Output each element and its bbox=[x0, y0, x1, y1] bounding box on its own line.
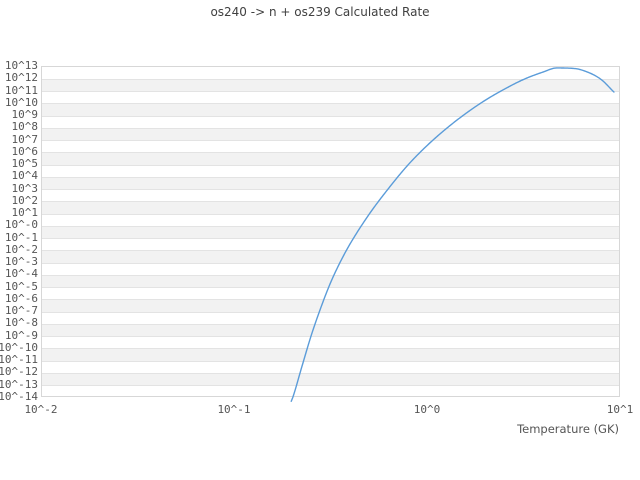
y-tick-label: 10^-0 bbox=[4, 218, 38, 232]
x-axis-title: Temperature (GK) bbox=[517, 422, 619, 436]
y-gridline bbox=[42, 140, 619, 142]
y-gridline bbox=[42, 385, 619, 387]
y-gridline bbox=[42, 299, 619, 301]
y-gridline bbox=[42, 311, 619, 313]
y-gridline bbox=[42, 152, 619, 154]
y-gridline bbox=[42, 360, 619, 362]
y-tick-label: 10^-10 bbox=[0, 340, 38, 354]
y-tick-label: 10^3 bbox=[11, 181, 39, 195]
y-gridline bbox=[42, 103, 619, 105]
y-gridline bbox=[42, 238, 619, 240]
y-gridline bbox=[42, 78, 619, 80]
y-gridline bbox=[42, 164, 619, 166]
chart-title: os240 -> n + os239 Calculated Rate bbox=[210, 5, 430, 19]
y-gridline bbox=[42, 115, 619, 117]
y-gridline bbox=[42, 91, 619, 93]
y-tick-label: 10^-14 bbox=[0, 390, 38, 403]
plot-area bbox=[41, 66, 620, 397]
y-gridline bbox=[42, 201, 619, 203]
y-tick-label: 10^7 bbox=[11, 132, 39, 146]
y-tick-label: 10^13 bbox=[4, 59, 38, 72]
y-gridline bbox=[42, 250, 619, 252]
y-tick-label: 10^-4 bbox=[4, 267, 38, 281]
y-tick-label: 10^-2 bbox=[4, 242, 38, 256]
y-tick-label: 10^-5 bbox=[4, 279, 38, 293]
y-tick-label: 10^11 bbox=[4, 83, 38, 97]
y-gridline bbox=[42, 323, 619, 325]
y-gridline bbox=[42, 372, 619, 374]
y-tick-label: 10^6 bbox=[11, 144, 39, 158]
x-tick-label: 10^0 bbox=[413, 403, 441, 416]
rate-curve bbox=[290, 67, 615, 402]
y-gridline bbox=[42, 213, 619, 215]
y-tick-label: 10^12 bbox=[4, 71, 38, 85]
rate-curve-path bbox=[290, 67, 615, 402]
y-gridline bbox=[42, 176, 619, 178]
x-tick-label: 10^1 bbox=[606, 403, 634, 416]
y-gridline bbox=[42, 127, 619, 129]
y-tick-label: 10^-8 bbox=[4, 316, 38, 330]
y-tick-label: 10^-11 bbox=[0, 353, 38, 367]
y-tick-label: 10^1 bbox=[11, 206, 39, 220]
y-tick-label: 10^-9 bbox=[4, 328, 38, 342]
y-tick-label: 10^-13 bbox=[0, 377, 38, 391]
y-tick-label: 10^5 bbox=[11, 157, 39, 171]
y-tick-label: 10^9 bbox=[11, 108, 39, 122]
y-gridline bbox=[42, 287, 619, 289]
y-gridline bbox=[42, 348, 619, 350]
y-gridline bbox=[42, 274, 619, 276]
y-tick-label: 10^4 bbox=[11, 169, 39, 183]
y-gridline bbox=[42, 189, 619, 191]
y-gridline bbox=[42, 225, 619, 227]
y-tick-label: 10^-1 bbox=[4, 230, 38, 244]
x-tick-label: 10^-2 bbox=[24, 403, 58, 416]
y-tick-label: 10^8 bbox=[11, 120, 39, 134]
x-tick-label: 10^-1 bbox=[217, 403, 251, 416]
y-tick-label: 10^-6 bbox=[4, 291, 38, 305]
y-tick-label: 10^-3 bbox=[4, 255, 38, 269]
y-gridline bbox=[42, 262, 619, 264]
y-tick-label: 10^2 bbox=[11, 193, 39, 207]
y-tick-label: 10^-12 bbox=[0, 365, 38, 379]
y-tick-label: 10^10 bbox=[4, 95, 38, 109]
y-gridline bbox=[42, 336, 619, 338]
y-tick-label: 10^-7 bbox=[4, 304, 38, 318]
